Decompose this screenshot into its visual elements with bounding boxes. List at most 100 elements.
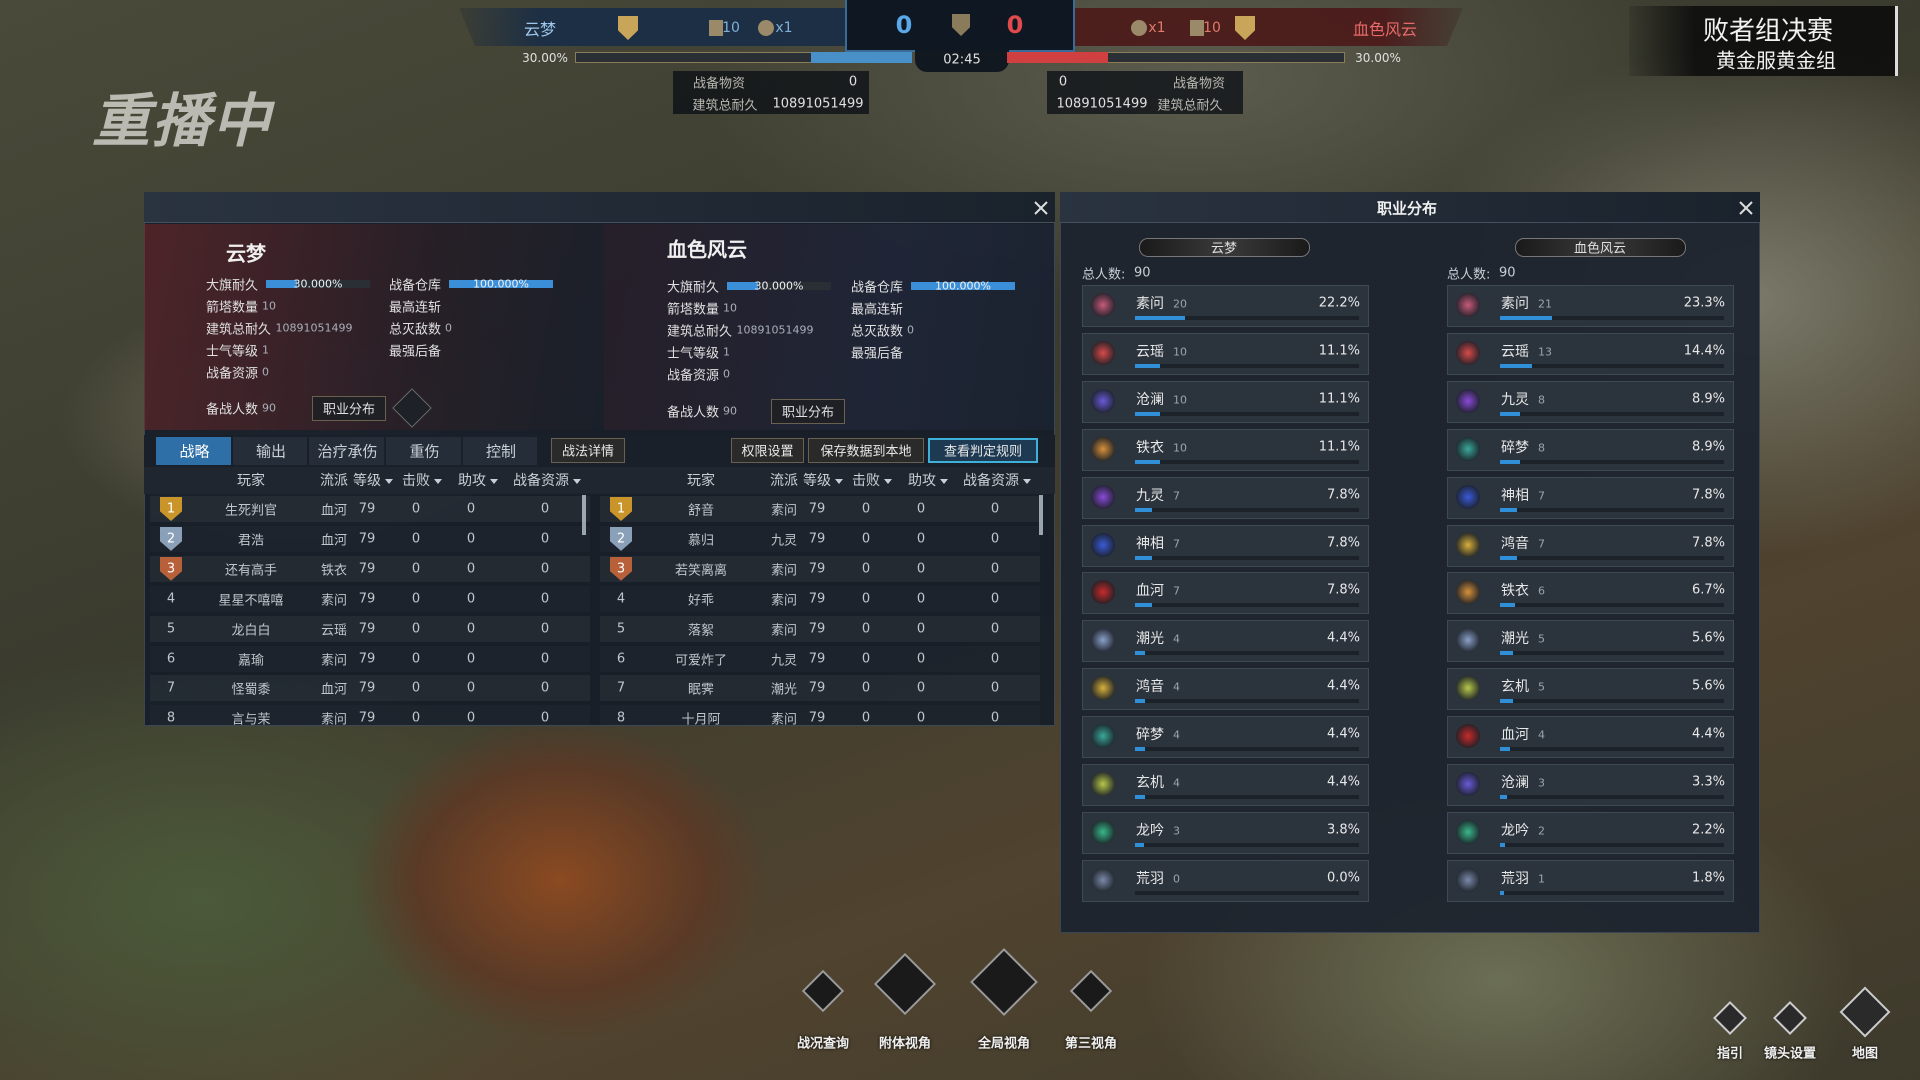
roster-cell: 可爱炸了 bbox=[674, 653, 728, 668]
class-name: 九灵 bbox=[1136, 487, 1164, 504]
corner-icon[interactable] bbox=[1839, 986, 1891, 1038]
action-button[interactable] bbox=[928, 438, 1038, 463]
roster-cell: 0 bbox=[861, 591, 871, 607]
roster-cell: 好乖 bbox=[687, 593, 715, 609]
class-row bbox=[1447, 572, 1734, 615]
tab[interactable] bbox=[463, 437, 537, 465]
class-bar bbox=[1500, 699, 1513, 704]
class-icon bbox=[1456, 532, 1480, 557]
class-name: 沧澜 bbox=[1136, 391, 1164, 408]
roster-cell: 79 bbox=[808, 501, 826, 517]
supplies-value: 0 bbox=[848, 74, 858, 90]
roster-cell: 0 bbox=[411, 621, 421, 637]
supplies-value: 0 bbox=[1058, 74, 1068, 90]
roster-cell: 落絮 bbox=[687, 623, 715, 639]
class-pct: 5.6% bbox=[1691, 678, 1725, 694]
class-pct: 11.1% bbox=[1318, 343, 1360, 359]
tab[interactable] bbox=[309, 437, 384, 465]
stat-value: 1 bbox=[723, 345, 730, 359]
column-header: 助攻 bbox=[458, 470, 498, 490]
column-header: 击败 bbox=[852, 470, 892, 490]
rank: 7 bbox=[166, 680, 176, 696]
class-bar bbox=[1500, 459, 1520, 464]
class-bar-track bbox=[1135, 459, 1359, 464]
roster-row bbox=[600, 675, 1040, 702]
class-distribution-button[interactable] bbox=[312, 396, 386, 421]
class-pct: 22.2% bbox=[1318, 295, 1360, 311]
class-name: 玄机 bbox=[1136, 775, 1164, 791]
roster-cell: 0 bbox=[540, 710, 550, 726]
class-name: 鸿音 bbox=[1136, 679, 1164, 696]
roster-cell: 79 bbox=[358, 651, 376, 666]
class-count: 5 bbox=[1538, 680, 1545, 694]
corner-icon[interactable] bbox=[1713, 1001, 1747, 1035]
class-name: 铁衣 bbox=[1501, 583, 1529, 600]
control-icon[interactable] bbox=[873, 952, 937, 1016]
team-name: 血色风云 bbox=[667, 237, 747, 262]
control-icon[interactable] bbox=[801, 969, 845, 1013]
class-bar-track bbox=[1135, 890, 1359, 895]
tab[interactable] bbox=[156, 437, 231, 465]
column-header: 击败 bbox=[402, 470, 442, 490]
roster-cell: 0 bbox=[861, 561, 871, 577]
class-icon bbox=[1091, 867, 1115, 892]
roster-cell: 还有高手 bbox=[224, 563, 278, 579]
class-count: 21 bbox=[1538, 297, 1552, 311]
team-pill bbox=[1139, 238, 1310, 257]
stat-value: 10891051499 bbox=[736, 323, 814, 337]
class-row bbox=[1447, 859, 1734, 902]
stat-value: 1 bbox=[262, 343, 269, 357]
class-name: 龙吟 bbox=[1136, 822, 1164, 839]
action-label: 战法详情 bbox=[561, 444, 615, 460]
action-button[interactable] bbox=[808, 438, 924, 463]
class-name: 潮光 bbox=[1136, 631, 1164, 648]
close-button[interactable] bbox=[1031, 198, 1051, 218]
stat-label: 最强后备 bbox=[851, 346, 904, 362]
class-pct: 6.7% bbox=[1691, 582, 1725, 598]
class-row bbox=[1447, 716, 1734, 759]
roster-cell: 九灵 bbox=[770, 533, 798, 549]
class-bar bbox=[1135, 747, 1145, 752]
roster-cell: 79 bbox=[358, 710, 376, 726]
close-button[interactable] bbox=[1736, 198, 1756, 218]
tab[interactable] bbox=[233, 437, 307, 465]
rank-badge bbox=[160, 556, 182, 581]
action-button[interactable] bbox=[731, 438, 804, 463]
control-icon[interactable] bbox=[970, 948, 1038, 1016]
class-bar-track bbox=[1500, 699, 1724, 704]
roster-cell: 0 bbox=[916, 621, 926, 637]
team-shield bbox=[1235, 16, 1255, 40]
class-count: 4 bbox=[1173, 632, 1180, 646]
class-bar bbox=[1500, 411, 1520, 416]
rank: 2 bbox=[166, 531, 176, 547]
class-bar bbox=[1135, 651, 1145, 656]
class-count: 4 bbox=[1173, 680, 1180, 694]
tab[interactable] bbox=[386, 437, 461, 465]
roster-cell: 0 bbox=[990, 561, 1000, 577]
class-bar-track bbox=[1500, 890, 1724, 895]
roster-cell: 0 bbox=[466, 561, 476, 577]
class-distribution-button[interactable] bbox=[771, 399, 845, 424]
stat-bar-fill bbox=[727, 282, 759, 290]
action-button[interactable] bbox=[551, 438, 625, 463]
stat-bar-fill bbox=[449, 280, 553, 288]
class-row bbox=[1447, 332, 1734, 375]
class-bar-track bbox=[1135, 842, 1359, 847]
roster-cell: 0 bbox=[411, 501, 421, 517]
roster-cell: 慕归 bbox=[687, 533, 715, 549]
class-icon bbox=[1456, 293, 1480, 317]
class-pct: 11.1% bbox=[1318, 439, 1360, 455]
roster-cell: 79 bbox=[808, 710, 826, 726]
roster-cell: 79 bbox=[358, 561, 376, 577]
class-pct: 11.1% bbox=[1318, 391, 1360, 407]
roster-cell: 血河 bbox=[320, 682, 348, 698]
roster-cell: 血河 bbox=[320, 533, 348, 549]
control-icon[interactable] bbox=[1069, 969, 1113, 1013]
stat-label: 总灭敌数 bbox=[389, 322, 442, 338]
corner-icon[interactable] bbox=[1773, 1001, 1807, 1035]
class-icon bbox=[1091, 724, 1115, 749]
column-header: 等级 bbox=[803, 470, 843, 490]
class-pct: 1.8% bbox=[1691, 870, 1725, 886]
class-row bbox=[1082, 668, 1369, 711]
roster-cell: 0 bbox=[540, 680, 550, 696]
